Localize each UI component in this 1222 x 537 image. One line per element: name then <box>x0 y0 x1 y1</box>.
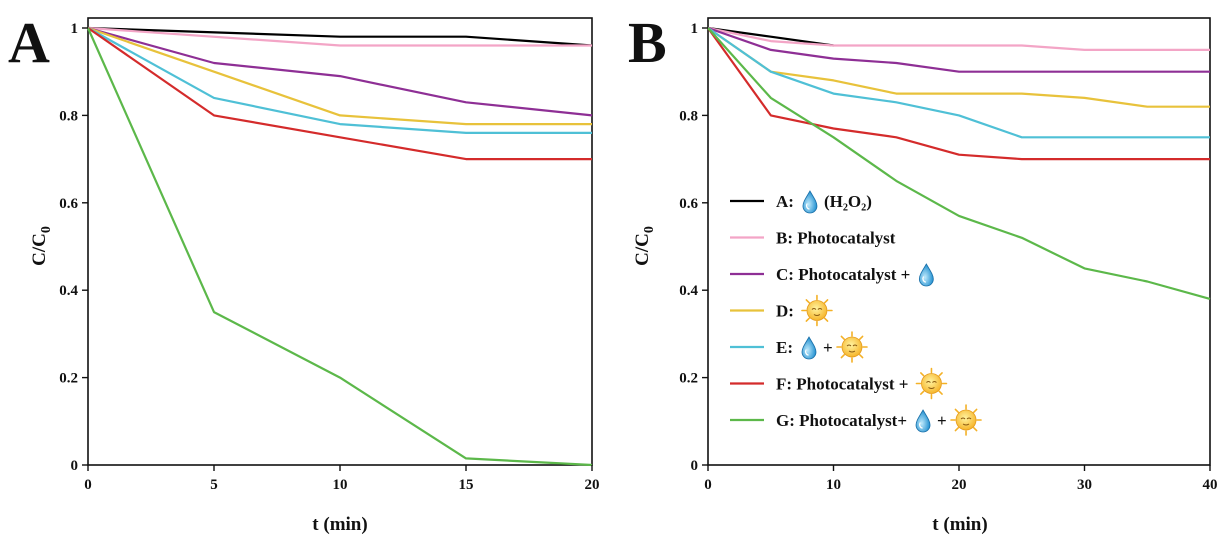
y-tick-label: 0.2 <box>59 371 78 387</box>
x-tick-label: 30 <box>1077 477 1092 493</box>
series-line-2 <box>87 26 593 117</box>
series-line-4 <box>87 27 592 134</box>
y-tick-label: 0 <box>71 458 79 474</box>
legend-label: D: <box>776 302 794 321</box>
plot-frame <box>87 17 593 466</box>
x-tick-label: 20 <box>585 477 600 493</box>
legend-label: A: <box>776 192 794 211</box>
water-drop-icon <box>915 409 931 433</box>
legend-item: D: <box>730 294 833 327</box>
y-tick-label: 0.8 <box>679 108 698 124</box>
series-line-6 <box>86 27 593 467</box>
legend: A: (H₂O₂) B: Photocatalyst C: Photocatalyst… <box>730 190 982 436</box>
series-line-4 <box>707 27 1210 139</box>
x-tick-label: 0 <box>84 477 92 493</box>
y-tick-label: 1 <box>71 21 79 37</box>
series-line-5 <box>87 27 592 161</box>
y-tick-label: 0 <box>691 458 699 474</box>
x-axis-title-b: t (min) <box>932 514 987 535</box>
y-axis-title-b: C/C0 <box>632 226 657 266</box>
panel-letter-a: A <box>8 10 50 75</box>
legend-label: B: Photocatalyst <box>776 229 896 248</box>
y-axis-title-a-sub: 0 <box>39 226 54 233</box>
series-line-2 <box>707 26 1210 73</box>
series-line-3 <box>707 27 1210 108</box>
x-tick-label: 0 <box>704 477 712 493</box>
water-drop-icon <box>801 336 817 360</box>
legend-item: B: Photocatalyst <box>730 229 896 248</box>
legend-plus: + <box>937 411 947 430</box>
y-axis-title-a: C/C0 <box>29 226 54 266</box>
x-axis-title-a: t (min) <box>312 514 367 535</box>
y-axis-title-b-main: C/C <box>632 233 653 266</box>
series-line-0 <box>87 26 593 47</box>
sun-icon <box>915 367 948 400</box>
series-line-3 <box>87 26 592 126</box>
legend-suffix: (H₂O₂) <box>824 192 872 211</box>
legend-item: A: (H₂O₂) <box>730 190 872 214</box>
legend-label: F: Photocatalyst + <box>776 375 908 394</box>
water-drop-icon <box>802 190 818 214</box>
x-tick-label: 15 <box>459 477 474 493</box>
panel-b-plot: 0 10 20 30 40 0 0.2 0.4 0.6 0.8 1 <box>679 17 1218 493</box>
panel-letter-b: B <box>628 10 667 75</box>
sun-icon <box>801 294 833 327</box>
y-axis-title-b-sub: 0 <box>642 226 657 233</box>
y-tick-label: 0.6 <box>679 196 698 212</box>
y-tick-label: 0.6 <box>59 196 78 212</box>
y-axis-title-a-main: C/C <box>29 233 50 266</box>
y-tick-label: 0.2 <box>679 371 698 387</box>
legend-item: C: Photocatalyst + <box>730 263 934 287</box>
y-tick-label: 0.4 <box>59 283 78 299</box>
series-line-1 <box>707 26 1210 52</box>
y-tick-label: 1 <box>691 21 699 37</box>
x-tick-label: 40 <box>1203 477 1218 493</box>
legend-plus: + <box>823 338 833 357</box>
sun-icon <box>950 404 982 436</box>
legend-label: C: Photocatalyst + <box>776 265 910 284</box>
x-tick-label: 10 <box>826 477 841 493</box>
y-tick-label: 0.8 <box>59 108 78 124</box>
legend-item: F: Photocatalyst + <box>730 367 948 400</box>
x-tick-label: 5 <box>210 477 218 493</box>
legend-item: G: Photocatalyst+ + <box>730 404 982 436</box>
legend-label: G: Photocatalyst+ <box>776 411 907 430</box>
series-line-5 <box>707 27 1210 161</box>
series-line-0 <box>707 26 834 47</box>
legend-item: E: + <box>730 331 868 363</box>
series-line-1 <box>87 26 592 47</box>
x-tick-label: 20 <box>952 477 967 493</box>
panel-a-plot: 0 5 10 15 20 0 0.2 0.4 0.6 0.8 1 <box>59 17 600 493</box>
y-tick-label: 0.4 <box>679 283 698 299</box>
sun-icon <box>836 331 868 363</box>
x-tick-label: 10 <box>333 477 348 493</box>
water-drop-icon <box>918 263 934 287</box>
series-line-6 <box>707 27 1211 300</box>
legend-label: E: <box>776 338 793 357</box>
